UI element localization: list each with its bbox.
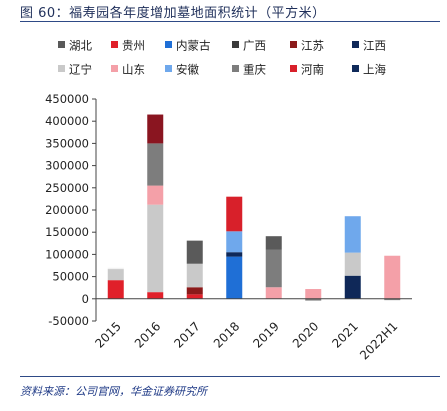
y-tick-label-9: 350000 <box>45 136 89 150</box>
bar-2020-series-8 <box>305 289 322 299</box>
legend-label-2: 贵州 <box>122 39 145 53</box>
legend-swatch-10 <box>232 65 239 72</box>
legend-label-8: 山东 <box>122 63 145 77</box>
legend-swatch-6 <box>352 41 359 48</box>
legend-swatch-2 <box>111 41 118 48</box>
x-tick-label-2021: 2021 <box>329 319 360 350</box>
x-tick-label-2016: 2016 <box>132 319 163 350</box>
bar-2020-series-10 <box>305 298 322 301</box>
legend-label-4: 广西 <box>243 39 266 53</box>
y-tick-label-5: 150000 <box>45 225 89 239</box>
y-tick-label-2: 0 <box>82 292 89 306</box>
x-tick-label-2020: 2020 <box>290 319 321 350</box>
bar-2022H1-series-10 <box>384 298 401 301</box>
legend-label-6: 江西 <box>363 39 386 53</box>
y-tick-label-10: 400000 <box>45 114 89 128</box>
legend-label-1: 湖北 <box>69 39 92 53</box>
y-tick-label-3: 50000 <box>52 270 89 284</box>
bar-2017-series-2 <box>186 294 203 299</box>
legend-swatch-8 <box>111 65 118 72</box>
title-divider <box>20 21 440 22</box>
x-tick-label-2022H1: 2022H1 <box>357 319 400 362</box>
legend-label-11: 河南 <box>301 63 324 77</box>
legend-swatch-3 <box>165 41 172 48</box>
y-axis: -50000 0 50000 100000 150000 200000 250000 3000… <box>45 92 97 328</box>
bar-2018-series-3 <box>226 256 243 299</box>
legend-swatch-1 <box>58 41 65 48</box>
source-note: 资料来源：公司官网，华金证券研究所 <box>20 385 207 398</box>
legend-swatch-11 <box>290 65 297 72</box>
bar-2015-series-7 <box>107 269 124 281</box>
bar-2016-series-10 <box>147 143 164 186</box>
chart-title: 图 60：福寿园各年度增加墓地面积统计（平方米） <box>20 6 326 21</box>
bar-2021-series-6 <box>344 275 361 299</box>
legend-label-12: 上海 <box>363 63 386 77</box>
bar-2015-series-2 <box>107 280 124 299</box>
bar-2017-series-13 <box>186 240 203 264</box>
bar-2019-series-8 <box>265 287 282 299</box>
bar-2018-series-9 <box>226 231 243 253</box>
bar-2017-series-5 <box>186 287 203 295</box>
bars-group <box>107 114 401 301</box>
legend-label-9: 安徽 <box>176 63 199 77</box>
bar-2021-series-9 <box>344 216 361 253</box>
bar-2015-series-14 <box>107 267 124 270</box>
bar-2016-series-8 <box>147 185 164 205</box>
bar-2016-series-15 <box>147 114 164 144</box>
legend-swatch-5 <box>290 41 297 48</box>
bar-2019-series-13 <box>265 236 282 250</box>
legend-swatch-7 <box>58 65 65 72</box>
legend-swatch-4 <box>232 41 239 48</box>
bar-2016-series-7 <box>147 204 164 293</box>
x-tick-label-2019: 2019 <box>250 319 281 350</box>
bar-2021-series-7 <box>344 252 361 276</box>
legend-swatch-9 <box>165 65 172 72</box>
legend-swatch-12 <box>352 65 359 72</box>
y-tick-label-1: -50000 <box>48 314 89 328</box>
bar-2018-series-6 <box>226 252 243 257</box>
legend-label-5: 江苏 <box>301 39 324 53</box>
y-tick-label-7: 250000 <box>45 181 89 195</box>
x-tick-label-2017: 2017 <box>171 319 202 350</box>
bar-2017-series-7 <box>186 263 203 288</box>
y-tick-label-4: 100000 <box>45 247 89 261</box>
bar-2018-series-11 <box>226 196 243 232</box>
bar-2016-series-2 <box>147 292 164 299</box>
y-tick-label-6: 200000 <box>45 203 89 217</box>
y-tick-label-8: 300000 <box>45 159 89 173</box>
legend-label-7: 辽宁 <box>69 63 92 77</box>
bar-2022H1-series-8 <box>384 255 401 299</box>
legend-label-3: 内蒙古 <box>176 39 211 53</box>
legend-label-10: 重庆 <box>243 63 266 77</box>
footer-divider <box>20 376 440 377</box>
y-tick-label-11: 450000 <box>45 92 89 106</box>
x-tick-label-2015: 2015 <box>92 319 123 350</box>
bar-2019-series-10 <box>265 249 282 288</box>
x-tick-label-2018: 2018 <box>211 319 242 350</box>
